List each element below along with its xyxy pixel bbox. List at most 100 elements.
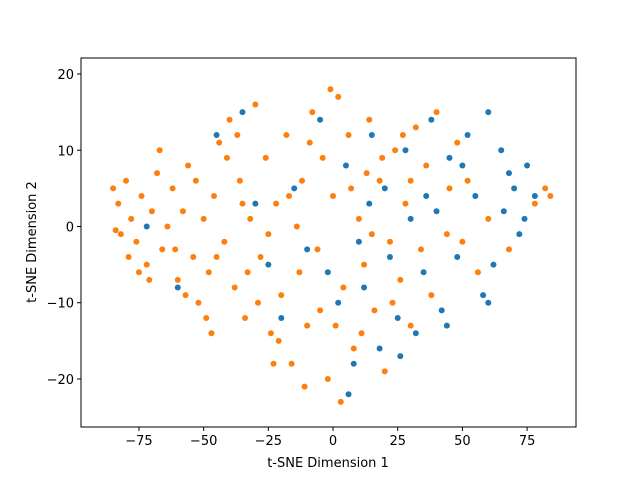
y-tick-label: 20 [57, 68, 74, 83]
point [480, 292, 487, 299]
point [366, 200, 373, 207]
point [267, 330, 274, 337]
point [304, 246, 311, 253]
point [381, 185, 388, 192]
point [296, 269, 303, 276]
point [368, 231, 375, 238]
point [464, 177, 471, 184]
point [407, 322, 414, 329]
point [293, 223, 300, 230]
point [327, 86, 334, 93]
point [350, 360, 357, 367]
point [335, 299, 342, 306]
point [317, 116, 324, 123]
point [428, 292, 435, 299]
point [340, 284, 347, 291]
point [397, 276, 404, 283]
point [226, 116, 233, 123]
point [389, 299, 396, 306]
point [112, 227, 119, 234]
point [433, 208, 440, 215]
point [324, 269, 331, 276]
point [278, 292, 285, 299]
point [376, 177, 383, 184]
point [376, 345, 383, 352]
point [288, 360, 295, 367]
point [164, 223, 171, 230]
point [223, 154, 230, 161]
point [420, 269, 427, 276]
point [115, 200, 122, 207]
point [239, 109, 246, 116]
point [278, 314, 285, 321]
point [407, 177, 414, 184]
point [547, 192, 554, 199]
points [110, 86, 554, 405]
point [397, 353, 404, 360]
point [301, 383, 308, 390]
point [195, 299, 202, 306]
point [273, 200, 280, 207]
point [363, 170, 370, 177]
point [459, 238, 466, 245]
point [117, 231, 124, 238]
point [270, 360, 277, 367]
point [231, 284, 238, 291]
point [257, 253, 264, 260]
point [505, 170, 512, 177]
point [531, 192, 538, 199]
point [516, 231, 523, 238]
point [182, 292, 189, 299]
point [521, 215, 528, 222]
point [265, 231, 272, 238]
point [143, 261, 150, 268]
point [128, 215, 135, 222]
x-axis-label: t-SNE Dimension 1 [267, 456, 389, 471]
point [342, 162, 349, 169]
x-tick-label: 75 [519, 434, 536, 449]
point [511, 185, 518, 192]
point [345, 391, 352, 398]
point [505, 246, 512, 253]
x-tick-label: −75 [125, 434, 152, 449]
point [317, 307, 324, 314]
point [438, 307, 445, 314]
point [392, 147, 399, 154]
point [190, 253, 197, 260]
point [169, 185, 176, 192]
point [485, 109, 492, 116]
point [355, 238, 362, 245]
x-tick-label: −50 [190, 434, 217, 449]
point [247, 215, 254, 222]
point [306, 139, 313, 146]
point [423, 192, 430, 199]
point [324, 375, 331, 382]
point [454, 253, 461, 260]
point [298, 177, 305, 184]
point [125, 253, 132, 260]
point [154, 170, 161, 177]
point [252, 101, 259, 108]
point [355, 215, 362, 222]
y-tick-label: −10 [47, 297, 74, 312]
x-tick-label: 25 [389, 434, 406, 449]
point [350, 345, 357, 352]
point [443, 322, 450, 329]
point [490, 261, 497, 268]
point [394, 314, 401, 321]
point [433, 109, 440, 116]
point [446, 154, 453, 161]
point [423, 162, 430, 169]
point [485, 299, 492, 306]
point [138, 192, 145, 199]
point [500, 208, 507, 215]
point [234, 132, 241, 139]
point [174, 276, 181, 283]
point [402, 147, 409, 154]
point [386, 253, 393, 260]
point [330, 192, 337, 199]
point [348, 185, 355, 192]
point [244, 269, 251, 276]
